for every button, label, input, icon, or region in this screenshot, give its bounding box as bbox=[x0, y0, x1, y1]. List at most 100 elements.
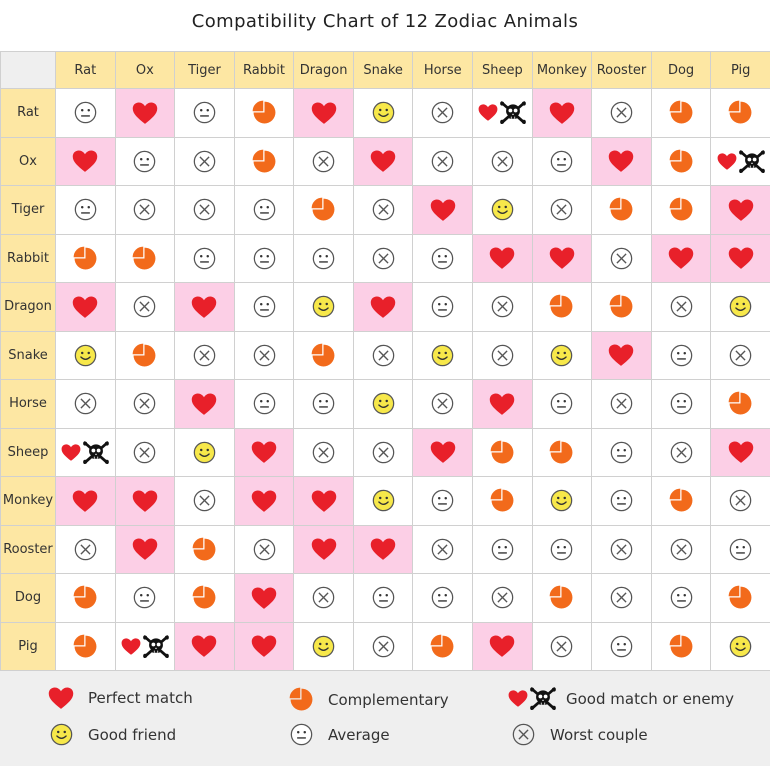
cell-dragon-snake bbox=[353, 283, 414, 332]
pie-icon bbox=[252, 100, 277, 125]
cross-circle-icon bbox=[372, 344, 395, 367]
cell-monkey-dragon bbox=[294, 477, 354, 526]
smiley-icon bbox=[431, 344, 454, 367]
cell-rat-horse bbox=[413, 89, 474, 138]
cell-snake-sheep bbox=[473, 331, 533, 380]
cross-circle-icon bbox=[670, 538, 693, 561]
cell-ox-rooster bbox=[592, 137, 652, 186]
cell-rabbit-horse bbox=[413, 234, 474, 283]
heart-icon bbox=[370, 296, 396, 318]
smiley-icon bbox=[491, 198, 514, 221]
heart-icon bbox=[549, 247, 575, 269]
neutral-face-icon bbox=[670, 344, 693, 367]
cell-horse-ox bbox=[115, 380, 176, 429]
cell-dragon-dragon bbox=[294, 283, 354, 332]
heart-icon bbox=[608, 344, 634, 366]
smiley-icon bbox=[729, 635, 752, 658]
cross-circle-icon bbox=[491, 150, 514, 173]
heart-icon bbox=[311, 490, 337, 512]
pie-icon bbox=[669, 488, 694, 513]
cell-rooster-rat bbox=[56, 525, 116, 574]
column-header-rabbit: Rabbit bbox=[234, 52, 295, 89]
pie-icon bbox=[252, 149, 277, 174]
cell-tiger-monkey bbox=[532, 186, 593, 235]
heart-icon bbox=[489, 247, 515, 269]
heart-icon bbox=[549, 102, 575, 124]
cell-monkey-dog bbox=[651, 477, 712, 526]
heart-icon bbox=[728, 441, 754, 463]
smiley-icon bbox=[74, 344, 97, 367]
heart-icon bbox=[132, 490, 158, 512]
cross-circle-icon bbox=[372, 198, 395, 221]
cell-snake-rabbit bbox=[234, 331, 295, 380]
cell-rat-rabbit bbox=[234, 89, 295, 138]
cross-circle-icon bbox=[253, 344, 276, 367]
cell-pig-dog bbox=[651, 622, 712, 671]
legend-label: Complementary bbox=[328, 690, 449, 709]
legend-label: Good friend bbox=[88, 725, 177, 744]
neutral-face-icon bbox=[610, 635, 633, 658]
legend: Perfect match Complementary Good match or… bbox=[0, 670, 770, 766]
smiley-icon bbox=[729, 295, 752, 318]
smiley-icon bbox=[193, 441, 216, 464]
heart-icon bbox=[430, 199, 456, 221]
heart-icon bbox=[72, 490, 98, 512]
smiley-icon bbox=[372, 101, 395, 124]
cell-rat-rooster bbox=[592, 89, 652, 138]
cell-rabbit-rooster bbox=[592, 234, 652, 283]
cell-pig-rooster bbox=[592, 622, 652, 671]
cell-snake-ox bbox=[115, 331, 176, 380]
pie-icon bbox=[311, 197, 336, 222]
cell-dragon-rabbit bbox=[234, 283, 295, 332]
cross-circle-icon bbox=[670, 295, 693, 318]
column-header-rat: Rat bbox=[56, 52, 116, 89]
cell-snake-monkey bbox=[532, 331, 593, 380]
legend-item-average: Average bbox=[282, 723, 390, 746]
cell-snake-rat bbox=[56, 331, 116, 380]
legend-item-worst-couple: Worst couple bbox=[504, 723, 648, 746]
neutral-face-icon bbox=[372, 586, 395, 609]
cell-rat-monkey bbox=[532, 89, 593, 138]
column-header-ox: Ox bbox=[115, 52, 176, 89]
cross-circle-icon bbox=[729, 344, 752, 367]
cross-circle-icon bbox=[491, 344, 514, 367]
cell-snake-tiger bbox=[175, 331, 235, 380]
cell-rabbit-snake bbox=[353, 234, 414, 283]
cell-monkey-pig bbox=[711, 477, 770, 526]
cell-monkey-horse bbox=[413, 477, 474, 526]
cell-rooster-dog bbox=[651, 525, 712, 574]
heart-icon bbox=[311, 102, 337, 124]
cross-circle-icon bbox=[372, 441, 395, 464]
heart-icon bbox=[72, 296, 98, 318]
cell-rooster-dragon bbox=[294, 525, 354, 574]
cell-ox-snake bbox=[353, 137, 414, 186]
cell-tiger-ox bbox=[115, 186, 176, 235]
neutral-face-icon bbox=[193, 101, 216, 124]
cell-ox-tiger bbox=[175, 137, 235, 186]
heart-icon bbox=[489, 635, 515, 657]
pie-icon bbox=[73, 246, 98, 271]
legend-item-good-friend: Good friend bbox=[42, 723, 176, 746]
cell-rabbit-dragon bbox=[294, 234, 354, 283]
cell-horse-pig bbox=[711, 380, 770, 429]
heart-skull-icon bbox=[61, 440, 110, 464]
neutral-face-icon bbox=[670, 392, 693, 415]
cell-rooster-ox bbox=[115, 525, 176, 574]
heart-icon bbox=[668, 247, 694, 269]
cell-snake-snake bbox=[353, 331, 414, 380]
cell-sheep-dog bbox=[651, 428, 712, 477]
cross-circle-icon bbox=[372, 635, 395, 658]
cell-rat-rat bbox=[56, 89, 116, 138]
row-header-dog: Dog bbox=[1, 574, 56, 623]
cross-circle-icon bbox=[74, 392, 97, 415]
pie-icon bbox=[728, 100, 753, 125]
row-header-pig: Pig bbox=[1, 622, 56, 671]
pie-icon bbox=[132, 343, 157, 368]
legend-item-good-match-or-enemy: Good match or enemy bbox=[504, 687, 734, 711]
neutral-face-icon bbox=[550, 150, 573, 173]
cross-circle-icon bbox=[729, 489, 752, 512]
cell-dragon-monkey bbox=[532, 283, 593, 332]
cell-horse-rat bbox=[56, 380, 116, 429]
cell-dragon-rooster bbox=[592, 283, 652, 332]
row-header-dragon: Dragon bbox=[1, 283, 56, 332]
